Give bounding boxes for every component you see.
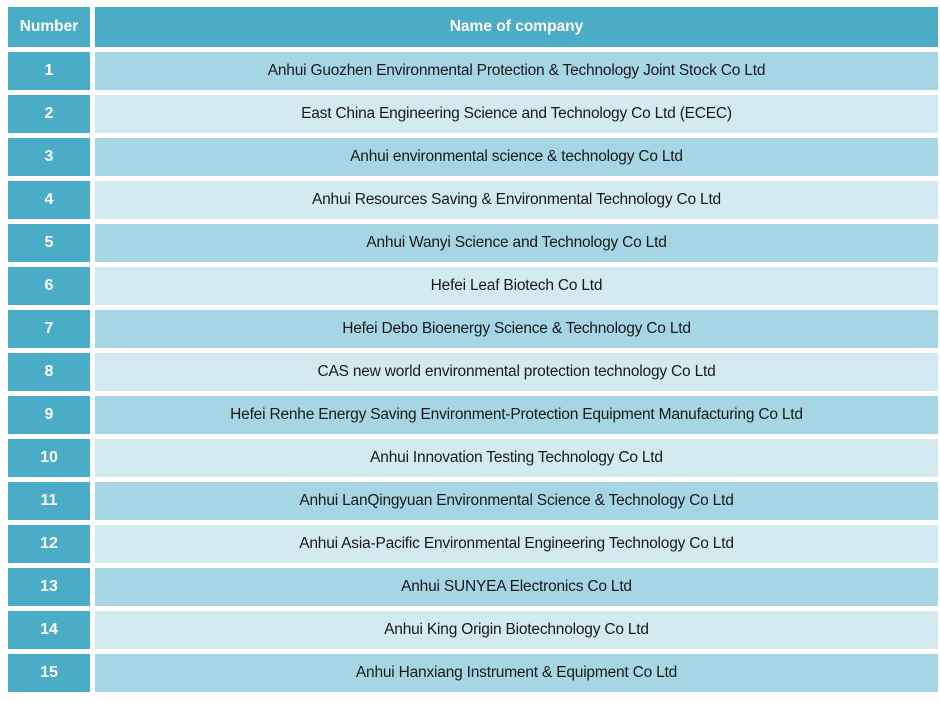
table-row: 10 Anhui Innovation Testing Technology C… [8, 439, 938, 477]
row-number-cell: 13 [8, 568, 90, 606]
company-name-cell: Hefei Debo Bioenergy Science & Technolog… [95, 310, 938, 348]
row-number-cell: 2 [8, 95, 90, 133]
company-name-cell: Anhui Asia-Pacific Environmental Enginee… [95, 525, 938, 563]
company-name-cell: Anhui Resources Saving & Environmental T… [95, 181, 938, 219]
table-row: 1 Anhui Guozhen Environmental Protection… [8, 52, 938, 90]
row-number-cell: 15 [8, 654, 90, 692]
company-name-cell: Anhui SUNYEA Electronics Co Ltd [95, 568, 938, 606]
table-header-row: Number Name of company [8, 7, 938, 47]
table-row: 8 CAS new world environmental protection… [8, 353, 938, 391]
row-number-cell: 3 [8, 138, 90, 176]
table-row: 11 Anhui LanQingyuan Environmental Scien… [8, 482, 938, 520]
table-row: 14 Anhui King Origin Biotechnology Co Lt… [8, 611, 938, 649]
row-number-cell: 14 [8, 611, 90, 649]
company-name-cell: CAS new world environmental protection t… [95, 353, 938, 391]
table-row: 3 Anhui environmental science & technolo… [8, 138, 938, 176]
company-name-cell: Anhui Innovation Testing Technology Co L… [95, 439, 938, 477]
table-row: 2 East China Engineering Science and Tec… [8, 95, 938, 133]
table-row: 9 Hefei Renhe Energy Saving Environment-… [8, 396, 938, 434]
row-number-cell: 1 [8, 52, 90, 90]
company-name-cell: Hefei Renhe Energy Saving Environment-Pr… [95, 396, 938, 434]
table-row: 5 Anhui Wanyi Science and Technology Co … [8, 224, 938, 262]
table-row: 4 Anhui Resources Saving & Environmental… [8, 181, 938, 219]
row-number-cell: 10 [8, 439, 90, 477]
row-number-cell: 7 [8, 310, 90, 348]
table-row: 13 Anhui SUNYEA Electronics Co Ltd [8, 568, 938, 606]
table-row: 12 Anhui Asia-Pacific Environmental Engi… [8, 525, 938, 563]
row-number-cell: 8 [8, 353, 90, 391]
header-cell-company-name: Name of company [95, 7, 938, 47]
row-number-cell: 5 [8, 224, 90, 262]
table-row: 6 Hefei Leaf Biotech Co Ltd [8, 267, 938, 305]
table-row: 15 Anhui Hanxiang Instrument & Equipment… [8, 654, 938, 692]
company-name-cell: Anhui King Origin Biotechnology Co Ltd [95, 611, 938, 649]
company-name-cell: Anhui environmental science & technology… [95, 138, 938, 176]
row-number-cell: 11 [8, 482, 90, 520]
company-name-cell: Anhui LanQingyuan Environmental Science … [95, 482, 938, 520]
company-table: Number Name of company 1 Anhui Guozhen E… [8, 7, 938, 692]
company-name-cell: Anhui Wanyi Science and Technology Co Lt… [95, 224, 938, 262]
company-name-cell: Anhui Guozhen Environmental Protection &… [95, 52, 938, 90]
header-cell-number: Number [8, 7, 90, 47]
row-number-cell: 9 [8, 396, 90, 434]
company-name-cell: Hefei Leaf Biotech Co Ltd [95, 267, 938, 305]
company-name-cell: Anhui Hanxiang Instrument & Equipment Co… [95, 654, 938, 692]
company-name-cell: East China Engineering Science and Techn… [95, 95, 938, 133]
row-number-cell: 4 [8, 181, 90, 219]
row-number-cell: 6 [8, 267, 90, 305]
row-number-cell: 12 [8, 525, 90, 563]
table-row: 7 Hefei Debo Bioenergy Science & Technol… [8, 310, 938, 348]
